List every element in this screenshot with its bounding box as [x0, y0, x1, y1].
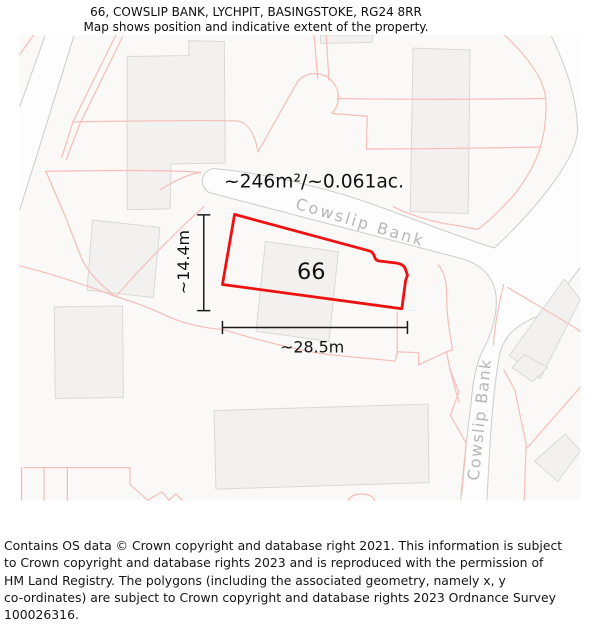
footer-line: HM Land Registry. The polygons (includin…	[4, 572, 506, 588]
map-header: 66, COWSLIP BANK, LYCHPIT, BASINGSTOKE, …	[0, 0, 512, 34]
building	[255, 240, 339, 342]
parcel-line	[45, 170, 117, 298]
parcel-line	[45, 169, 202, 173]
property-outline	[221, 212, 409, 311]
parcel-line	[392, 35, 547, 230]
property-number-label: 66	[297, 259, 326, 285]
road-cowslip-bank	[202, 35, 581, 501]
parcel-line	[72, 119, 259, 153]
building	[86, 219, 161, 299]
road-edge	[493, 35, 579, 249]
property-address-title: 66, COWSLIP BANK, LYCHPIT, BASINGSTOKE, …	[90, 5, 422, 19]
parcel-line	[19, 265, 224, 330]
parcel-line	[23, 466, 149, 501]
building	[511, 353, 549, 383]
footer-line: 100026316.	[4, 607, 79, 623]
parcel-line	[336, 97, 546, 100]
parcel-line	[448, 367, 467, 496]
parcel-line	[115, 206, 205, 298]
buildings	[53, 35, 581, 490]
building	[53, 305, 124, 399]
parcel-line	[365, 146, 542, 150]
parcel-line	[19, 35, 35, 56]
building	[213, 403, 430, 490]
parcel-line	[325, 35, 330, 81]
building	[126, 40, 226, 211]
parcel-line	[313, 35, 319, 79]
footer-line: Contains OS data © Crown copyright and d…	[4, 538, 563, 553]
road-edge	[210, 192, 497, 501]
map-canvas: Cowslip Bank Cowslip Bank ~14.4m ~28.5m …	[0, 35, 600, 533]
parcel-line	[159, 171, 202, 191]
map-subtitle: Map shows position and indicative extent…	[83, 19, 429, 34]
parcel-line	[526, 386, 581, 449]
parcel-line	[257, 73, 368, 153]
parcel-line	[503, 368, 527, 501]
parcel-line	[65, 36, 124, 160]
height-dimension: ~14.4m	[174, 214, 211, 312]
parcel-boundaries	[19, 35, 581, 501]
road-end-cap	[201, 168, 215, 194]
footer-line: co-ordinates) are subject to Crown copyr…	[4, 589, 556, 605]
width-dimension-label: ~28.5m	[280, 338, 344, 357]
building	[409, 47, 471, 214]
height-dimension-label: ~14.4m	[174, 230, 193, 294]
road-edge	[486, 267, 581, 501]
parcel-line	[492, 283, 505, 346]
building	[320, 35, 374, 44]
parcel-line	[347, 493, 376, 501]
building	[533, 433, 581, 483]
map-svg: Cowslip Bank Cowslip Bank ~14.4m ~28.5m …	[19, 35, 581, 501]
road-edge	[19, 35, 46, 108]
parcel-line	[437, 264, 460, 403]
footer-line: to Crown copyright and database rights 2…	[4, 555, 544, 571]
parcel-line	[506, 286, 581, 332]
width-dimension: ~28.5m	[221, 320, 409, 357]
road-edge	[214, 168, 495, 249]
building	[508, 278, 581, 380]
parcel-line	[221, 328, 448, 366]
parcel-line	[147, 491, 183, 501]
road-edge	[19, 35, 75, 210]
copyright-footer: Contains OS data © Crown copyright and d…	[4, 537, 598, 623]
property-area-label: ~246m²/~0.061ac.	[224, 171, 404, 192]
